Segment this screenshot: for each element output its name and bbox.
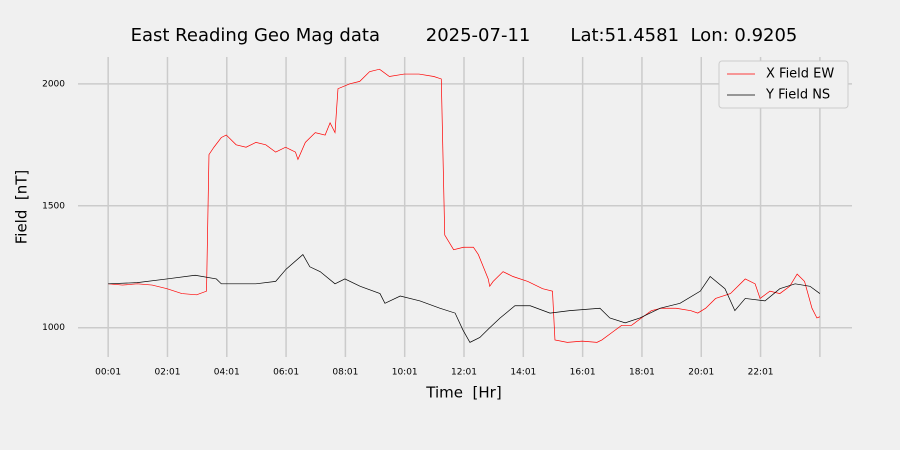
x-tick-label: 12:01 <box>451 368 477 378</box>
x-tick-label: 00:01 <box>95 368 121 378</box>
x-tick-label: 14:01 <box>510 368 536 378</box>
legend-box <box>718 60 849 109</box>
y-tick-label: 2000 <box>42 79 65 89</box>
x-tick-label: 16:01 <box>570 368 596 378</box>
legend-label: X Field EW <box>766 67 834 82</box>
y-axis-label: Field [nT] <box>13 170 31 245</box>
x-tick-label: 08:01 <box>332 368 358 378</box>
x-tick-label: 02:01 <box>154 368 180 378</box>
x-axis-label: Time [Hr] <box>425 384 501 402</box>
x-tick-label: 20:01 <box>688 368 714 378</box>
x-tick-label: 18:01 <box>629 368 655 378</box>
x-tick-label: 10:01 <box>392 368 418 378</box>
chart-title: East Reading Geo Mag data 2025-07-11 Lat… <box>131 25 798 46</box>
series-line <box>108 254 821 343</box>
series-line <box>108 68 821 343</box>
x-tick-label: 04:01 <box>214 368 240 378</box>
y-tick-label: 1500 <box>42 201 65 211</box>
y-tick-label: 1000 <box>42 323 65 333</box>
legend-label: Y Field NS <box>765 88 830 103</box>
x-tick-label: 22:01 <box>748 368 774 378</box>
x-tick-label: 06:01 <box>273 368 299 378</box>
